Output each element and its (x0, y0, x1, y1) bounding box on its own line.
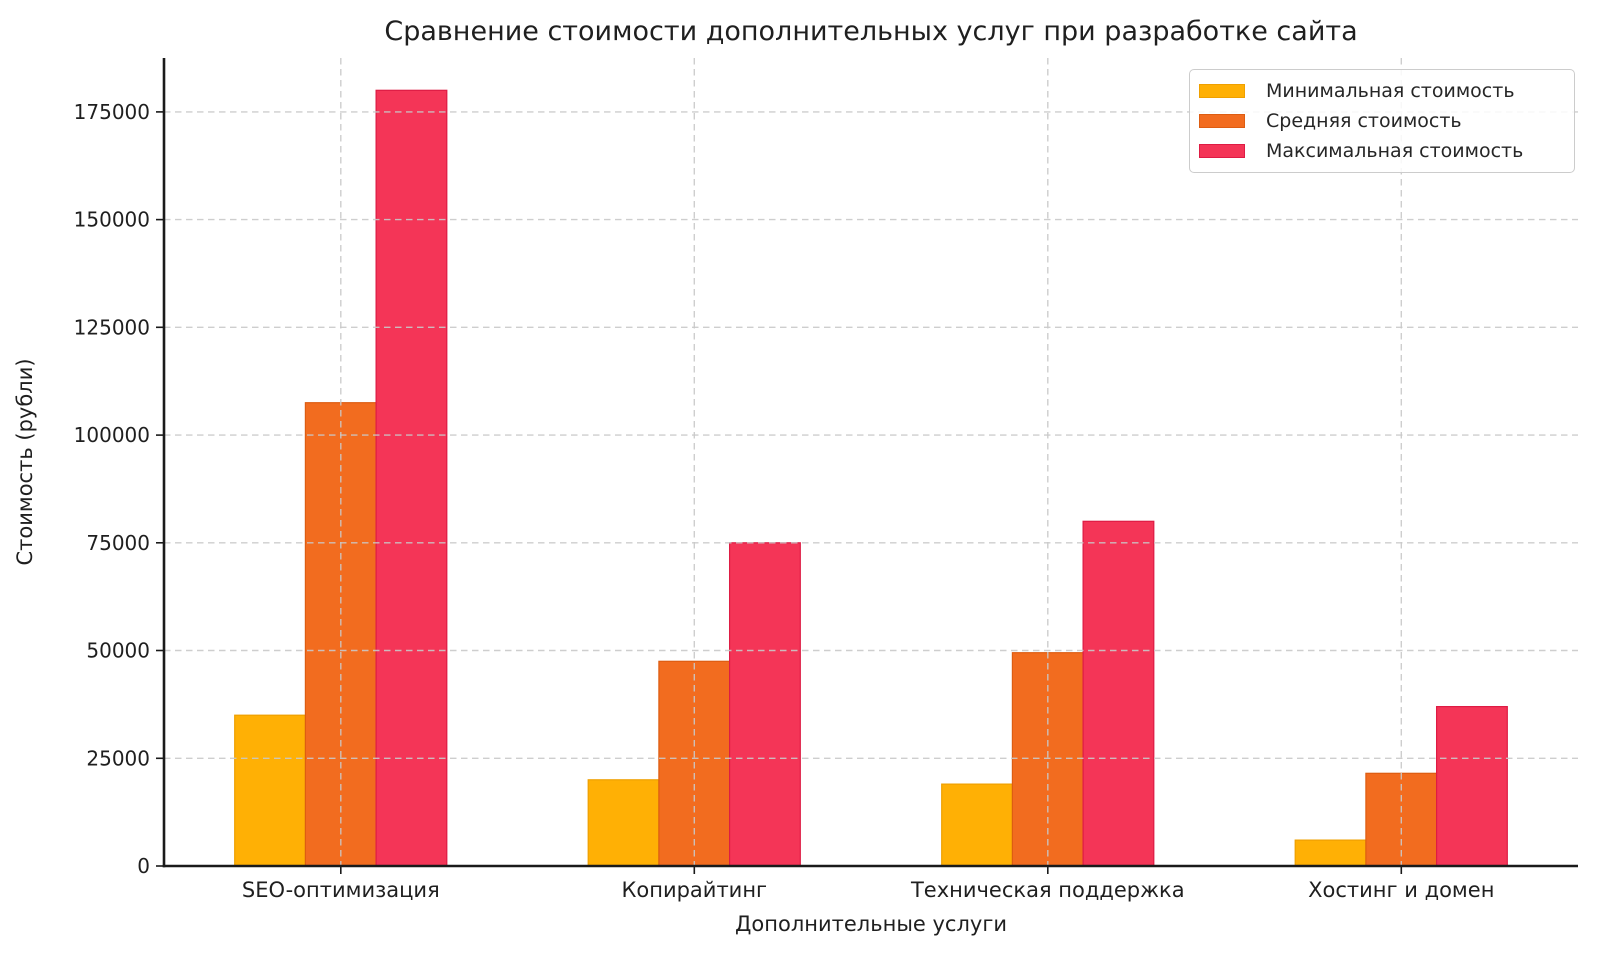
legend-swatch-icon (1199, 114, 1245, 128)
bar-series2-cat2 (1082, 520, 1155, 867)
x-tick-label: Копирайтинг (621, 878, 767, 902)
y-tick-label: 50000 (86, 639, 150, 663)
bar-series2-cat1 (728, 542, 801, 867)
legend: Минимальная стоимость Средняя стоимость Ма… (1189, 69, 1575, 173)
legend-item-2: Максимальная стоимость (1190, 140, 1574, 162)
y-tick-label: 125000 (74, 315, 150, 339)
chart-title: Сравнение стоимости дополнительных услуг… (384, 16, 1358, 47)
y-tick-label: 25000 (86, 746, 150, 770)
y-axis-title: Стоимость (рубли) (13, 358, 37, 565)
bar-series0-cat1 (587, 779, 660, 867)
bar-series0-cat2 (941, 783, 1014, 867)
y-tick-label: 75000 (86, 531, 150, 555)
y-tick-label: 0 (137, 854, 150, 878)
bar-series2-cat0 (375, 89, 448, 867)
legend-swatch-icon (1199, 84, 1245, 98)
x-tick-label: Техническая поддержка (910, 878, 1185, 902)
bar-series0-cat0 (234, 714, 306, 867)
legend-item-1: Средняя стоимость (1190, 110, 1574, 132)
x-tick-label: SEO-оптимизация (242, 878, 440, 902)
y-tick-label: 150000 (74, 208, 150, 232)
y-tick-label: 100000 (74, 423, 150, 447)
bar-series2-cat3 (1435, 705, 1508, 867)
legend-swatch-icon (1199, 144, 1245, 158)
y-tick-label: 175000 (74, 100, 150, 124)
legend-label: Минимальная стоимость (1266, 80, 1515, 102)
x-axis-title: Дополнительные услуги (735, 912, 1007, 936)
x-tick-label: Хостинг и домен (1308, 878, 1494, 902)
legend-label: Средняя стоимость (1266, 110, 1462, 132)
bar-series0-cat3 (1294, 839, 1367, 867)
legend-item-0: Минимальная стоимость (1190, 80, 1574, 102)
legend-label: Максимальная стоимость (1266, 140, 1524, 162)
